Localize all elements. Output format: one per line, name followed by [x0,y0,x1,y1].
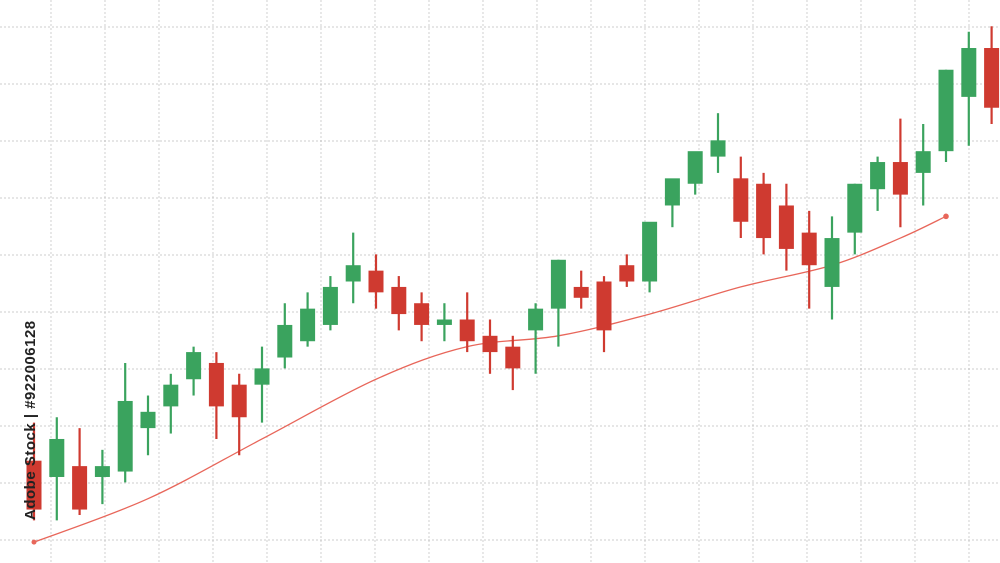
candle-body [984,48,1000,108]
candle-down [596,276,612,353]
candle-body [436,319,452,325]
candle-body [687,151,703,184]
candle-down [482,319,498,374]
candle-body [733,178,749,222]
candle-up [140,395,156,456]
candle-down [208,352,224,439]
candle-body [642,221,658,282]
candle-down [414,292,430,342]
candle-down [619,254,635,287]
candle-up [300,292,316,347]
candle-up [163,373,179,434]
candle-up [642,221,658,293]
candle-body [847,183,863,233]
candle-down [368,254,384,309]
candle-body [231,384,247,418]
candle-body [391,286,407,315]
candle-down [72,428,88,515]
candle-up [847,183,863,255]
candle-up [277,303,293,369]
candle-body [596,281,612,331]
candle-up [915,124,931,206]
candle-up [687,151,703,195]
candle-body [300,308,316,342]
candle-body [505,346,521,369]
candle-body [49,438,65,477]
candle-body [870,162,886,190]
trend-start-point [31,539,37,545]
candle-body [938,69,954,152]
candle-up [710,113,726,173]
candle-body [801,232,817,266]
candle-body [550,259,566,309]
candle-body [664,178,680,206]
candle-up [186,346,202,396]
candle-body [892,162,908,195]
candle-up [94,449,110,505]
candle-body [163,384,179,407]
candle-down [778,183,794,271]
candle-body [824,238,840,287]
candle-down [892,118,908,228]
candle-down [459,292,475,353]
stock-id-label: Adobe Stock | #922006128 [22,320,39,520]
candle-down [733,156,749,239]
candle-down [391,276,407,331]
candle-body [186,352,202,380]
candle-down [801,210,817,309]
candle-body [482,335,498,353]
candle-body [368,270,384,293]
candle-body [778,205,794,249]
candle-body [117,400,133,472]
candle-up [345,232,361,304]
candle-down [984,26,1000,125]
candle-body [345,265,361,282]
candle-down [756,172,772,255]
candle-body [277,324,293,358]
candle-body [254,368,270,385]
candle-body [208,362,224,407]
candle-body [528,308,544,331]
candle-down [505,335,521,391]
candle-body [72,466,88,510]
candle-up [938,69,954,163]
candle-up [117,362,133,483]
candle-body [961,48,977,97]
trend-end-point [943,213,949,220]
candle-body [26,460,42,510]
candle-up [961,31,977,146]
candle-up [49,417,65,521]
candle-body [414,303,430,325]
candle-body [322,286,338,325]
candle-up [550,259,566,347]
candle-up [436,303,452,342]
candle-up [322,276,338,331]
candle-body [573,286,589,298]
candle-down [26,422,42,521]
candle-up [254,346,270,423]
candle-up [824,216,840,320]
candle-body [710,140,726,157]
candle-up [664,178,680,228]
candle-up [528,303,544,374]
candle-body [619,265,635,282]
candles-group [26,26,1000,521]
candle-down [573,270,589,309]
candle-body [94,466,110,477]
candle-body [915,151,931,173]
candle-body [140,411,156,429]
candle-body [459,319,475,342]
candle-body [756,183,772,239]
candle-down [231,373,247,456]
candle-up [870,156,886,211]
